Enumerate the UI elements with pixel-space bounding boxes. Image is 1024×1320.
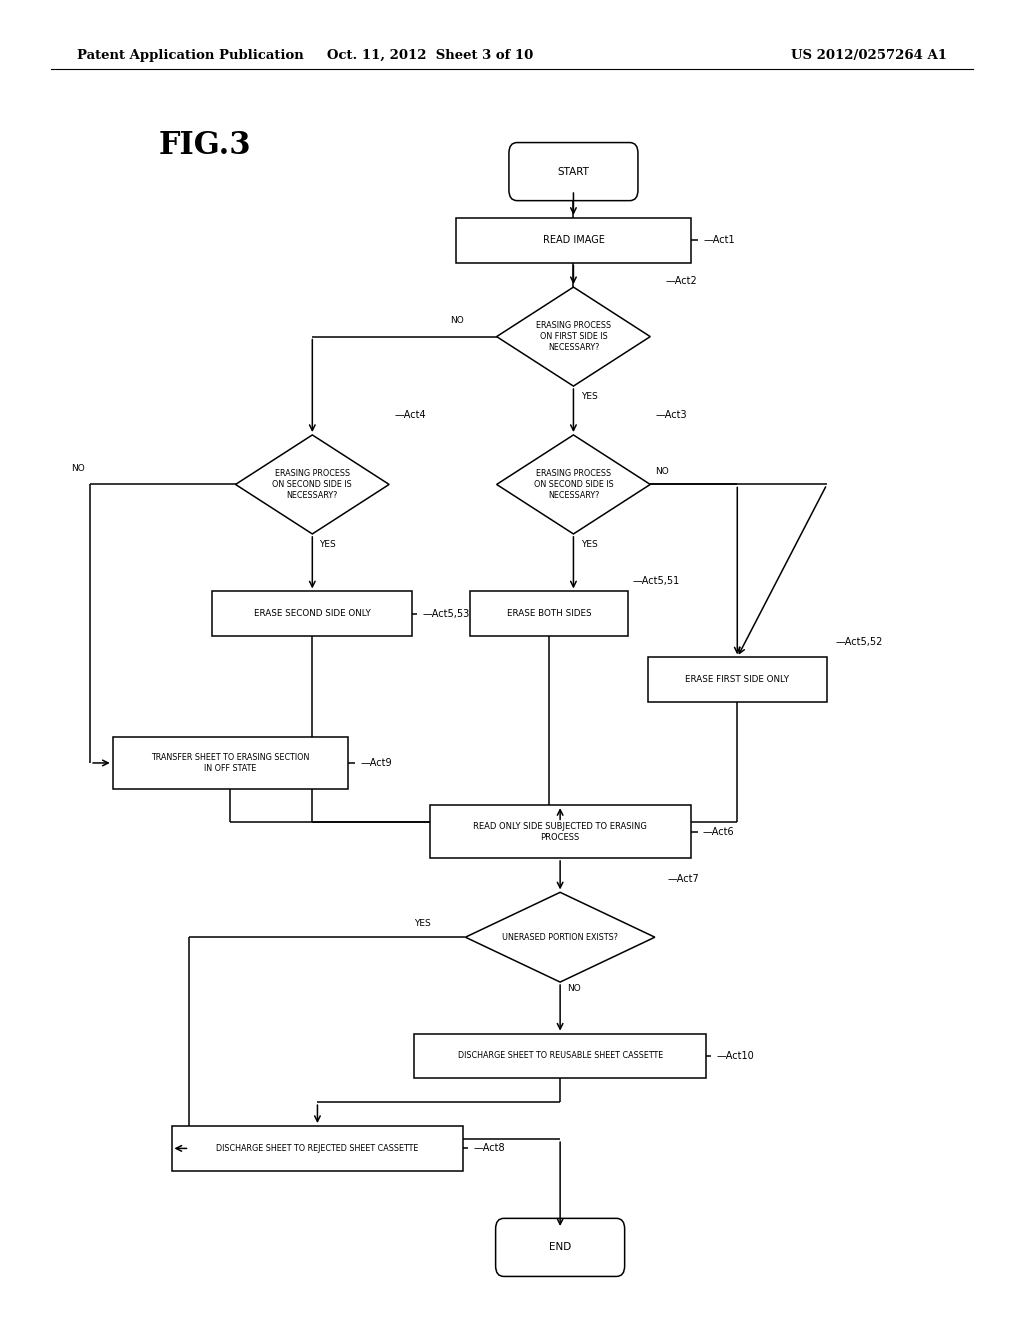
Text: UNERASED PORTION EXISTS?: UNERASED PORTION EXISTS? [502,933,618,941]
Polygon shape [497,436,650,533]
Text: —Act1: —Act1 [703,235,735,246]
Text: —Act10: —Act10 [717,1051,754,1061]
Text: —Act9: —Act9 [360,758,392,768]
Bar [430,805,691,858]
Text: —Act4: —Act4 [394,411,426,420]
Text: Oct. 11, 2012  Sheet 3 of 10: Oct. 11, 2012 Sheet 3 of 10 [327,49,534,62]
Text: NO: NO [72,465,85,473]
Text: —Act5,52: —Act5,52 [836,636,883,647]
Polygon shape [497,288,650,385]
Text: ERASE SECOND SIDE ONLY: ERASE SECOND SIDE ONLY [254,610,371,618]
Text: —Act6: —Act6 [703,826,734,837]
FancyBboxPatch shape [496,1218,625,1276]
Text: END: END [549,1242,571,1253]
Text: YES: YES [414,920,431,928]
Text: YES: YES [581,392,597,401]
Polygon shape [236,436,389,533]
Text: ERASING PROCESS
ON SECOND SIDE IS
NECESSARY?: ERASING PROCESS ON SECOND SIDE IS NECESS… [534,469,613,500]
Text: Patent Application Publication: Patent Application Publication [77,49,303,62]
Text: NO: NO [451,317,464,325]
Text: —Act2: —Act2 [666,276,697,286]
FancyBboxPatch shape [509,143,638,201]
Text: NO: NO [655,467,669,475]
Text: ERASING PROCESS
ON FIRST SIDE IS
NECESSARY?: ERASING PROCESS ON FIRST SIDE IS NECESSA… [536,321,611,352]
Text: US 2012/0257264 A1: US 2012/0257264 A1 [792,49,947,62]
Text: YES: YES [319,540,336,549]
Bar [647,657,826,702]
Text: ERASING PROCESS
ON SECOND SIDE IS
NECESSARY?: ERASING PROCESS ON SECOND SIDE IS NECESS… [272,469,352,500]
Text: DISCHARGE SHEET TO REJECTED SHEET CASSETTE: DISCHARGE SHEET TO REJECTED SHEET CASSET… [216,1144,419,1152]
Polygon shape [465,892,655,982]
Text: READ IMAGE: READ IMAGE [543,235,604,246]
Bar [213,591,412,636]
Text: ERASE FIRST SIDE ONLY: ERASE FIRST SIDE ONLY [685,676,790,684]
Bar [172,1126,463,1171]
Text: FIG.3: FIG.3 [159,129,251,161]
Bar [469,591,629,636]
Text: NO: NO [567,985,581,993]
Text: START: START [557,166,590,177]
Text: —Act8: —Act8 [473,1143,505,1154]
Text: YES: YES [581,540,597,549]
Bar [415,1034,707,1078]
Text: DISCHARGE SHEET TO REUSABLE SHEET CASSETTE: DISCHARGE SHEET TO REUSABLE SHEET CASSET… [458,1052,663,1060]
Text: —Act5,53: —Act5,53 [422,609,470,619]
Bar [456,218,691,263]
Text: —Act7: —Act7 [668,874,699,884]
Text: READ ONLY SIDE SUBJECTED TO ERASING
PROCESS: READ ONLY SIDE SUBJECTED TO ERASING PROC… [473,821,647,842]
Text: ERASE BOTH SIDES: ERASE BOTH SIDES [507,610,591,618]
Text: —Act5,51: —Act5,51 [633,576,680,586]
Text: —Act3: —Act3 [655,411,687,420]
Bar [113,737,348,789]
Text: TRANSFER SHEET TO ERASING SECTION
IN OFF STATE: TRANSFER SHEET TO ERASING SECTION IN OFF… [152,752,309,774]
